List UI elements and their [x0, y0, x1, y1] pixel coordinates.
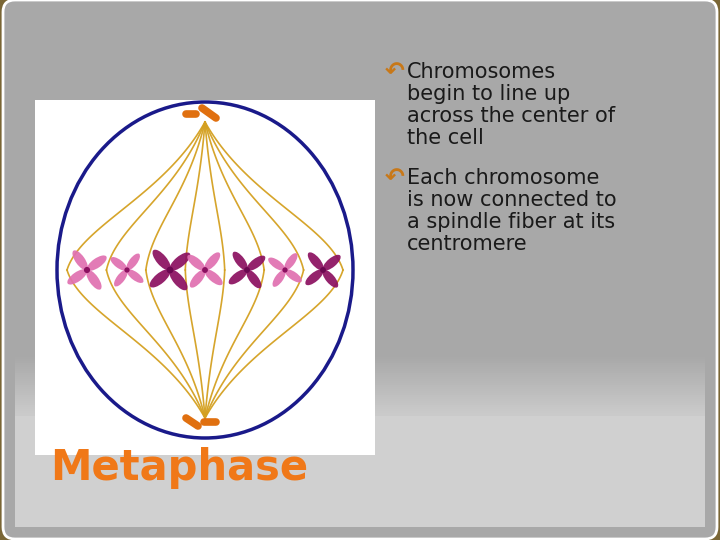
Ellipse shape: [307, 252, 323, 270]
FancyBboxPatch shape: [15, 367, 705, 370]
Ellipse shape: [57, 102, 353, 438]
FancyBboxPatch shape: [15, 381, 705, 384]
Ellipse shape: [153, 249, 171, 270]
Ellipse shape: [246, 270, 261, 288]
Ellipse shape: [166, 267, 174, 273]
FancyBboxPatch shape: [15, 363, 705, 366]
FancyBboxPatch shape: [15, 379, 705, 382]
Ellipse shape: [67, 269, 87, 285]
FancyBboxPatch shape: [15, 407, 705, 410]
Ellipse shape: [187, 255, 205, 271]
FancyBboxPatch shape: [15, 371, 705, 374]
FancyBboxPatch shape: [15, 380, 705, 527]
Text: is now connected to: is now connected to: [407, 190, 616, 210]
Ellipse shape: [110, 257, 127, 271]
FancyBboxPatch shape: [15, 401, 705, 404]
FancyBboxPatch shape: [15, 391, 705, 394]
Text: Metaphase: Metaphase: [50, 447, 308, 489]
FancyBboxPatch shape: [15, 387, 705, 390]
FancyBboxPatch shape: [15, 383, 705, 386]
Ellipse shape: [247, 255, 266, 271]
FancyBboxPatch shape: [15, 373, 705, 376]
FancyBboxPatch shape: [15, 403, 705, 406]
Text: Chromosomes: Chromosomes: [407, 62, 556, 82]
FancyBboxPatch shape: [15, 375, 705, 378]
FancyBboxPatch shape: [15, 409, 705, 412]
FancyBboxPatch shape: [3, 0, 717, 539]
Ellipse shape: [285, 269, 302, 282]
FancyBboxPatch shape: [15, 413, 705, 416]
FancyBboxPatch shape: [15, 393, 705, 396]
FancyBboxPatch shape: [15, 361, 705, 364]
Text: a spindle fiber at its: a spindle fiber at its: [407, 212, 615, 232]
FancyBboxPatch shape: [15, 365, 705, 368]
Ellipse shape: [127, 269, 143, 283]
Ellipse shape: [272, 270, 286, 287]
FancyBboxPatch shape: [15, 397, 705, 400]
FancyBboxPatch shape: [15, 395, 705, 398]
FancyBboxPatch shape: [15, 359, 705, 362]
Ellipse shape: [233, 252, 248, 270]
Ellipse shape: [320, 267, 326, 273]
Ellipse shape: [305, 269, 323, 285]
Ellipse shape: [205, 269, 222, 285]
FancyBboxPatch shape: [35, 100, 375, 455]
Ellipse shape: [125, 267, 130, 273]
Ellipse shape: [86, 270, 102, 289]
FancyBboxPatch shape: [15, 385, 705, 388]
FancyBboxPatch shape: [15, 389, 705, 392]
Ellipse shape: [190, 270, 205, 288]
Ellipse shape: [169, 270, 187, 291]
Text: the cell: the cell: [407, 128, 484, 148]
Ellipse shape: [282, 267, 287, 273]
Text: begin to line up: begin to line up: [407, 84, 570, 104]
Ellipse shape: [323, 270, 338, 288]
Ellipse shape: [204, 252, 220, 270]
Ellipse shape: [87, 255, 107, 271]
Ellipse shape: [244, 267, 250, 273]
FancyBboxPatch shape: [15, 411, 705, 414]
Ellipse shape: [323, 255, 341, 271]
Text: Each chromosome: Each chromosome: [407, 168, 599, 188]
FancyBboxPatch shape: [15, 355, 705, 358]
Ellipse shape: [150, 269, 170, 287]
Text: ↶: ↶: [385, 60, 405, 84]
Ellipse shape: [114, 270, 127, 287]
Text: across the center of: across the center of: [407, 106, 615, 126]
Ellipse shape: [229, 269, 247, 285]
Ellipse shape: [170, 253, 190, 271]
Ellipse shape: [268, 258, 285, 271]
FancyBboxPatch shape: [15, 399, 705, 402]
Text: centromere: centromere: [407, 234, 528, 254]
Ellipse shape: [84, 267, 90, 273]
Text: ↶: ↶: [385, 166, 405, 190]
Ellipse shape: [127, 253, 140, 270]
FancyBboxPatch shape: [15, 357, 705, 360]
Ellipse shape: [73, 251, 88, 270]
FancyBboxPatch shape: [15, 405, 705, 408]
Ellipse shape: [202, 267, 208, 273]
FancyBboxPatch shape: [15, 369, 705, 372]
FancyBboxPatch shape: [15, 377, 705, 380]
Ellipse shape: [284, 253, 297, 270]
